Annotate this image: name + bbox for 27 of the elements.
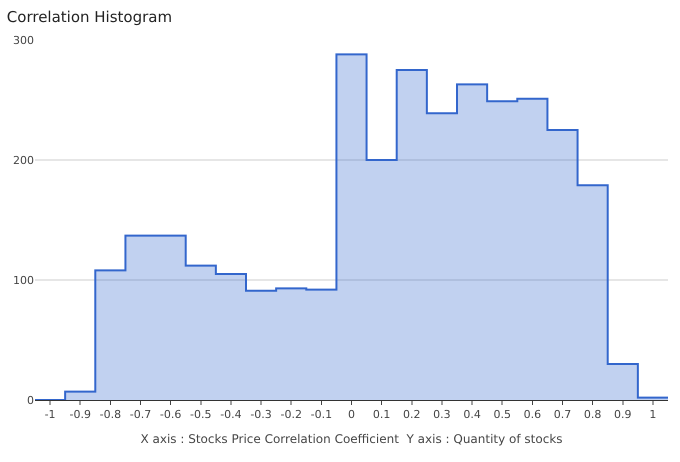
x-tick-label: -0.6	[160, 408, 182, 422]
x-tick-label: -0.3	[250, 408, 272, 422]
x-tick-label: 0.8	[584, 408, 602, 422]
x-tick-label: -0.4	[220, 408, 242, 422]
x-tick-label: -0.2	[280, 408, 302, 422]
x-tick-label: 0	[348, 408, 355, 422]
x-tick-label: 1	[649, 408, 656, 422]
x-tick-label: -0.9	[69, 408, 91, 422]
y-tick-label: 100	[13, 274, 34, 287]
x-tick-label: 0.3	[433, 408, 451, 422]
x-tick-label: 0.7	[554, 408, 572, 422]
x-axis-title: X axis : Stocks Price Correlation Coefficient Y axis : Quantity of stocks	[140, 432, 563, 446]
y-tick-label: 300	[13, 34, 34, 47]
x-tick-label: -1	[44, 408, 56, 422]
x-tick-label: -0.7	[130, 408, 152, 422]
x-tick-label: -0.5	[190, 408, 212, 422]
x-tick-label: -0.1	[310, 408, 332, 422]
x-tick-label: 0.1	[372, 408, 390, 422]
chart-title: Correlation Histogram	[6, 8, 172, 26]
x-tick-label: 0.5	[493, 408, 511, 422]
x-tick-label: 0.4	[463, 408, 481, 422]
x-tick-label: 0.6	[524, 408, 542, 422]
x-tick-label: 0.9	[614, 408, 632, 422]
y-tick-label: 0	[27, 394, 34, 407]
x-tick-label: 0.2	[403, 408, 421, 422]
x-tick-label: -0.8	[100, 408, 122, 422]
y-tick-label: 200	[13, 154, 34, 167]
